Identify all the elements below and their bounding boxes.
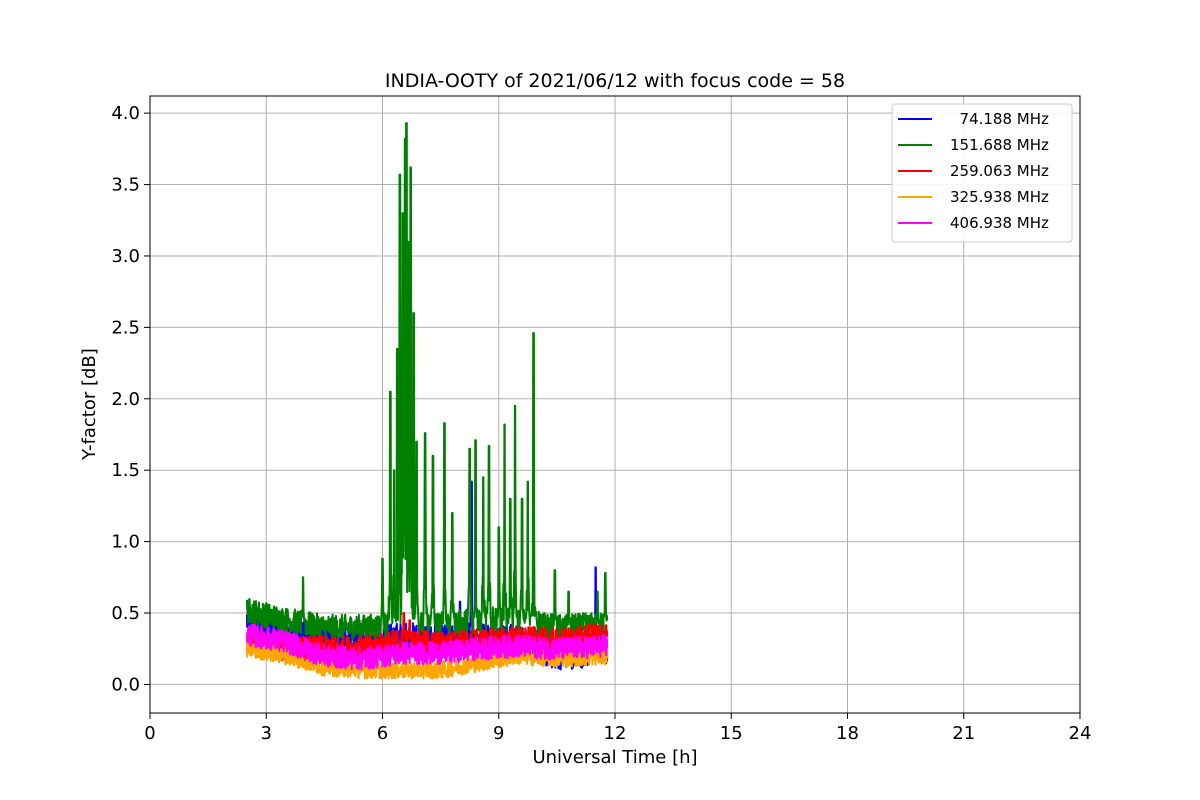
- y-tick-label: 1.0: [111, 532, 140, 553]
- legend: 74.188 MHz 151.688 MHz 259.063 MHz 325.938 …: [891, 103, 1073, 243]
- y-axis-label: Y-factor [dB]: [79, 348, 100, 461]
- chart-title: INDIA-OOTY of 2021/06/12 with focus code…: [385, 70, 845, 92]
- series-line-2: [245, 122, 609, 641]
- y-tick-label: 2.0: [111, 389, 140, 410]
- legend-label-1: 74.188 MHz: [950, 110, 1049, 128]
- y-tick-label: 3.0: [111, 246, 140, 267]
- ticks: 0 3 6 9 12 15 18 21 24 0.0 0.5 1.0 1.5 2.0 2.5 3.0 3.5 4.…: [111, 103, 1091, 744]
- x-tick-label: 24: [1069, 723, 1092, 744]
- y-tick-label: 4.0: [111, 103, 140, 124]
- x-tick-label: 15: [720, 723, 743, 744]
- legend-label-4: 325.938 MHz: [950, 188, 1049, 206]
- x-axis-label: Universal Time [h]: [532, 747, 697, 768]
- y-tick-label: 3.5: [111, 175, 140, 196]
- legend-label-2: 151.688 MHz: [950, 136, 1049, 154]
- x-tick-label: 9: [493, 723, 504, 744]
- series-layer: [245, 122, 609, 680]
- y-tick-label: 1.5: [111, 460, 140, 481]
- y-tick-label: 0.5: [111, 603, 140, 624]
- x-tick-label: 12: [604, 723, 627, 744]
- legend-label-5: 406.938 MHz: [950, 214, 1049, 232]
- x-tick-label: 3: [261, 723, 272, 744]
- x-tick-label: 0: [144, 723, 155, 744]
- legend-box: [891, 103, 1073, 243]
- x-tick-label: 21: [952, 723, 975, 744]
- x-tick-label: 18: [836, 723, 859, 744]
- series-line-5: [246, 623, 609, 671]
- y-tick-label: 2.5: [111, 317, 140, 338]
- y-tick-label: 0.0: [111, 674, 140, 695]
- x-tick-label: 6: [377, 723, 388, 744]
- legend-label-3: 259.063 MHz: [950, 162, 1049, 180]
